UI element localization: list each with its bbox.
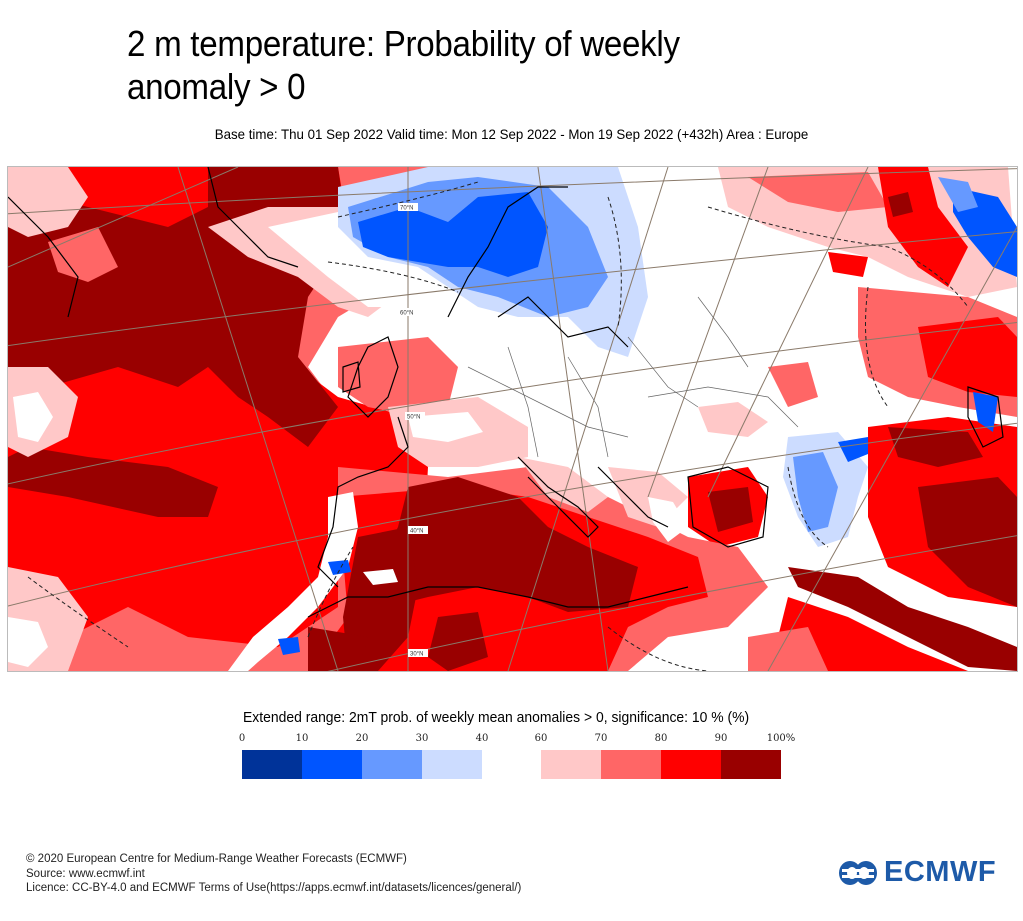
footer-source: Source: www.ecmwf.int <box>26 867 145 880</box>
title-line-1: 2 m temperature: Probability of weekly <box>127 23 680 64</box>
region-atlantic-darkred-2 <box>8 447 218 517</box>
legend-swatch <box>601 750 661 779</box>
footer-licence: Licence: CC-BY-4.0 and ECMWF Terms of Us… <box>26 882 522 894</box>
ecmwf-logo: ECMWF <box>838 856 996 889</box>
region-atlantic-white <box>13 392 53 442</box>
footer-copyright: © 2020 European Centre for Medium-Range … <box>26 853 407 865</box>
coast-uk <box>347 336 399 418</box>
region-morocco-blue <box>278 637 300 655</box>
lat-50-line <box>8 322 1017 485</box>
coast-baltic <box>497 296 629 348</box>
legend-tick-label: 30 <box>415 733 429 744</box>
coastlines <box>8 167 1004 618</box>
region-scandinavia-strongblue <box>358 192 548 277</box>
lat-label-40: 40°N <box>410 529 423 535</box>
region-east-blue <box>793 452 838 532</box>
subtitle: Base time: Thu 01 Sep 2022 Valid time: M… <box>214 126 809 142</box>
region-africa-darkred <box>428 612 488 671</box>
region-central-asia-darkred-2 <box>918 477 1017 607</box>
region-iberia-darkred <box>343 527 418 671</box>
region-ukraine-red <box>828 252 868 277</box>
lat-label-70: 70°N <box>400 206 413 212</box>
legend-tick-label: 80 <box>654 733 668 744</box>
map-panel: 70°N 60°N 50°N 40°N 30°N <box>7 166 1018 672</box>
legend-swatch <box>721 750 781 779</box>
region-iberia-blue <box>328 560 351 575</box>
coast-caspian <box>967 386 1004 448</box>
region-balearic-white <box>363 569 398 585</box>
legend-tick-label: 40 <box>475 733 489 744</box>
legend-title: Extended range: 2mT prob. of weekly mean… <box>243 710 750 726</box>
legend-tick-label: 60 <box>534 733 548 744</box>
lat-40-line <box>8 422 1017 607</box>
legend-tick-label: 0 <box>238 733 246 744</box>
ecmwf-emblem-icon <box>839 860 877 885</box>
region-ukraine-pink <box>698 402 768 437</box>
significance-contours <box>27 181 969 671</box>
region-france-white <box>408 412 483 442</box>
region-atlantic-white-sw <box>8 617 48 667</box>
legend-tick-label: 90 <box>714 733 728 744</box>
lat-60-line <box>8 231 1017 347</box>
graticule-meridians <box>8 167 1017 671</box>
region-ne-blue <box>953 187 1017 277</box>
region-ne-darkred <box>888 192 913 217</box>
region-turkey-iran-darkred <box>788 567 1017 671</box>
title-line-2: anomaly > 0 <box>127 66 306 107</box>
region-ne-lightblue <box>938 177 978 212</box>
coast-balkans <box>597 466 669 528</box>
legend-swatch <box>242 750 302 779</box>
legend-tick-label: 100% <box>766 733 796 744</box>
legend-swatch <box>302 750 362 779</box>
region-labrador-pink <box>48 227 118 282</box>
region-middle-east-red <box>778 597 968 671</box>
coast-ireland <box>342 361 361 393</box>
legend-swatch <box>661 750 721 779</box>
region-ukraine-light <box>768 362 818 407</box>
region-italy-pink <box>518 457 608 512</box>
region-uk-pink <box>338 337 458 417</box>
coast-norway <box>447 186 568 318</box>
legend-swatch <box>422 750 482 779</box>
footer: © 2020 European Centre for Medium-Range … <box>26 852 521 896</box>
region-black-sea-darkred <box>708 487 753 532</box>
graticule-latitudes <box>8 168 1017 671</box>
legend-swatch <box>362 750 422 779</box>
region-greenland-pink <box>8 167 88 237</box>
region-ne-light <box>748 172 888 212</box>
legend-tick-label: 10 <box>295 733 309 744</box>
legend-tick-label: 20 <box>355 733 369 744</box>
legend-swatch <box>541 750 601 779</box>
coast-greenland <box>207 167 299 268</box>
coast-labrador <box>8 196 79 318</box>
legend-tick-label: 70 <box>594 733 608 744</box>
coast-north-africa <box>307 586 689 618</box>
latitude-labels: 70°N 60°N 50°N 40°N 30°N <box>398 203 428 658</box>
lat-70-line <box>8 168 1017 215</box>
lat-label-60: 60°N <box>400 311 413 317</box>
coast-france-iberia <box>317 416 409 588</box>
lat-label-50: 50°N <box>407 415 420 421</box>
ecmwf-logo-text: ECMWF <box>884 856 997 888</box>
region-caspian-blue <box>973 392 998 432</box>
country-borders <box>467 296 799 458</box>
chart-title: 2 m temperature: Probability of weekly a… <box>127 22 680 108</box>
region-med-darkred <box>378 477 638 612</box>
lat-label-30: 30°N <box>410 652 423 658</box>
region-africa-darkred-2 <box>308 627 368 671</box>
region-aegean-white <box>648 497 688 542</box>
region-kazakh-red <box>918 317 1017 397</box>
coast-black-sea <box>687 466 769 548</box>
lat-30-line <box>327 535 1017 671</box>
region-middle-east-light <box>748 627 828 671</box>
coast-italy <box>517 456 599 538</box>
probability-map: 70°N 60°N 50°N 40°N 30°N <box>8 167 1017 671</box>
